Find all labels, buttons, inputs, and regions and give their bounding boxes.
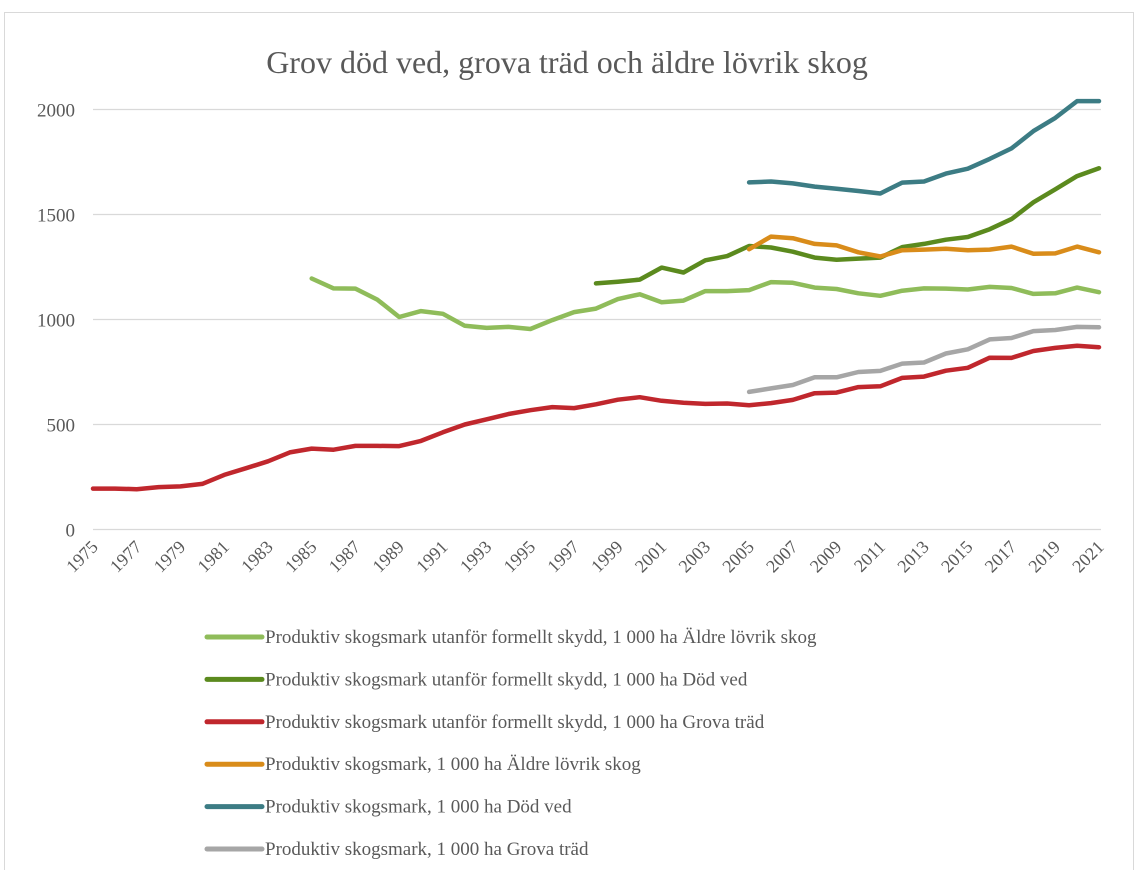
y-tick-label: 1000 (37, 311, 75, 332)
legend-label: Produktiv skogsmark utanför formellt sky… (265, 627, 817, 648)
x-tick-label: 2009 (806, 537, 846, 577)
legend-item: Produktiv skogsmark, 1 000 ha Äldre lövr… (204, 754, 641, 775)
x-tick-label: 1979 (150, 537, 190, 577)
x-tick-label: 1991 (412, 537, 452, 577)
series-line-6 (746, 324, 1102, 395)
legend-label: Produktiv skogsmark utanför formellt sky… (265, 669, 748, 690)
y-axis-tick-labels: 0 500 1000 1500 2000 (37, 101, 75, 542)
series-line-3 (90, 343, 1102, 492)
series-line-4 (746, 234, 1102, 259)
x-tick-label: 2021 (1068, 537, 1108, 577)
x-tick-label: 1989 (368, 537, 408, 577)
x-tick-label: 1993 (456, 537, 496, 577)
x-tick-label: 2011 (850, 537, 889, 576)
legend-item: Produktiv skogsmark utanför formellt sky… (204, 712, 765, 733)
legend-label: Produktiv skogsmark utanför formellt sky… (265, 712, 765, 733)
series-line-2 (593, 166, 1102, 286)
x-tick-label: 2005 (718, 537, 758, 577)
legend-item: Produktiv skogsmark, 1 000 ha Grova träd (204, 839, 589, 860)
series-lines (90, 98, 1102, 492)
legend: Produktiv skogsmark utanför formellt sky… (204, 627, 817, 860)
x-tick-label: 1997 (543, 537, 583, 577)
x-tick-label: 2017 (981, 537, 1021, 577)
x-tick-label: 1981 (193, 537, 233, 577)
legend-item: Produktiv skogsmark utanför formellt sky… (204, 627, 817, 648)
y-tick-label: 0 (66, 521, 76, 542)
x-axis-tick-labels: 1975 1977 1979 1981 1983 1985 1987 1989 1991 1993… (62, 537, 1108, 577)
series-line-1 (309, 276, 1102, 332)
y-tick-label: 500 (47, 416, 76, 437)
chart-title: Grov död ved, grova träd och äldre lövri… (266, 44, 868, 80)
x-tick-label: 2019 (1024, 537, 1064, 577)
x-tick-label: 2015 (937, 537, 977, 577)
legend-label: Produktiv skogsmark, 1 000 ha Grova träd (265, 839, 589, 860)
x-tick-label: 2007 (762, 537, 802, 577)
gridlines (93, 108, 1101, 531)
y-tick-label: 1500 (37, 206, 75, 227)
legend-item: Produktiv skogsmark, 1 000 ha Död ved (204, 797, 572, 818)
chart-frame (4, 12, 1134, 870)
legend-label: Produktiv skogsmark, 1 000 ha Död ved (265, 797, 572, 818)
legend-label: Produktiv skogsmark, 1 000 ha Äldre lövr… (265, 754, 641, 775)
y-tick-label: 2000 (37, 101, 75, 122)
x-tick-label: 2001 (631, 537, 671, 577)
x-tick-label: 1977 (106, 537, 146, 577)
x-tick-label: 1987 (325, 537, 365, 577)
x-tick-label: 1975 (62, 537, 102, 577)
x-tick-label: 2013 (893, 537, 933, 577)
x-tick-label: 2003 (675, 537, 715, 577)
legend-item: Produktiv skogsmark utanför formellt sky… (204, 669, 748, 690)
series-line-5 (746, 98, 1102, 196)
x-tick-label: 1985 (281, 537, 321, 577)
x-tick-label: 1995 (500, 537, 540, 577)
x-tick-label: 1999 (587, 537, 627, 577)
x-tick-label: 1983 (237, 537, 277, 577)
